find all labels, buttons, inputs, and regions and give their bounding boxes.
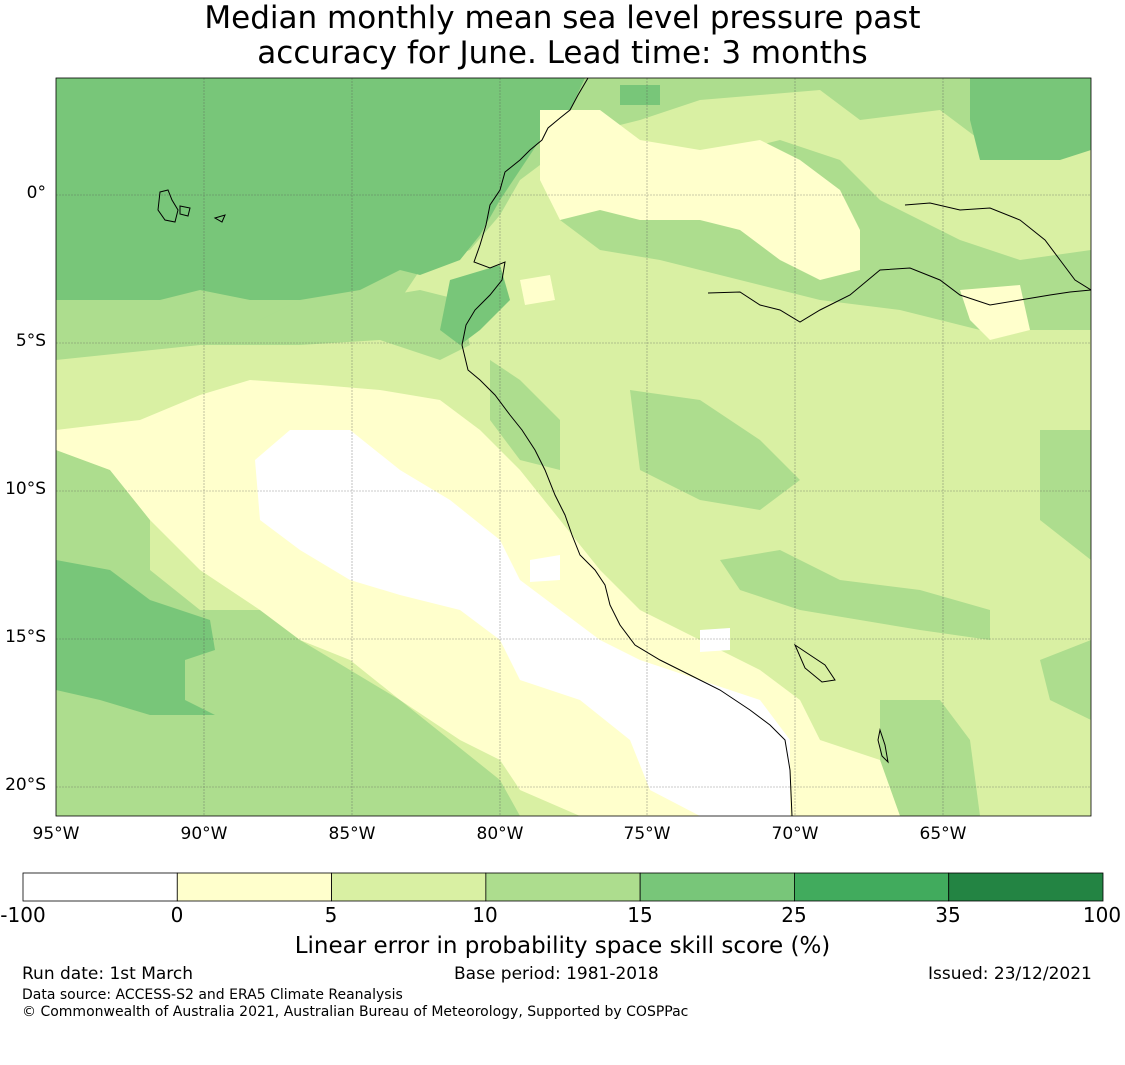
colorbar-swatch (331, 872, 487, 902)
colorbar-tick: 10 (472, 903, 498, 927)
lon-label-85w: 85°W (328, 824, 376, 844)
field-region-15-25-galapagos (56, 78, 585, 300)
lake-poopo (877, 728, 889, 764)
lat-label-20s: 20°S (5, 775, 46, 795)
base-period: Base period: 1981-2018 (454, 964, 659, 984)
copyright: © Commonwealth of Australia 2021, Austra… (22, 1004, 689, 1020)
island-galapagos-3 (213, 214, 226, 223)
colorbar-tick: 5 (324, 903, 338, 927)
skill-field (56, 78, 1091, 816)
field-region-0-5-river (960, 285, 1030, 340)
colorbar-swatch (176, 872, 332, 902)
colorbar-swatch (948, 872, 1104, 902)
river-amazon-north (904, 202, 1091, 291)
field-region-10-15-east (1040, 430, 1091, 560)
run-date: Run date: 1st March (22, 964, 194, 984)
island-galapagos-2 (179, 205, 191, 217)
chart-title-line-2: accuracy for June. Lead time: 3 months (257, 35, 868, 71)
field-region-15-25-patch (620, 85, 660, 105)
river-amazon-south (707, 267, 1091, 323)
field-region-10-15-southwest (56, 450, 520, 816)
lat-label-10s: 10°S (5, 479, 46, 499)
lat-label-0: 0° (26, 183, 46, 203)
field-region-15-25-gulf (440, 265, 510, 345)
field-region-10-15-shelf (490, 360, 560, 470)
colorbar-swatch (639, 872, 795, 902)
lon-label-80w: 80°W (476, 824, 524, 844)
map-frame (55, 77, 1092, 817)
lat-label-5s: 5°S (15, 331, 46, 351)
issued-date: Issued: 23/12/2021 (928, 964, 1092, 984)
field-region-10-15-altiplano (720, 550, 990, 640)
data-source: Data source: ACCESS-S2 and ERA5 Climate … (22, 987, 403, 1003)
colorbar-tick: 15 (627, 903, 653, 927)
chart-title-line-1: Median monthly mean sea level pressure p… (204, 0, 921, 36)
lake-titicaca (793, 643, 836, 683)
lon-label-90w: 90°W (180, 824, 228, 844)
colorbar-swatch (22, 872, 178, 902)
coastlines (157, 78, 1091, 816)
colorbar-tick: -100 (0, 903, 46, 927)
lon-label-75w: 75°W (623, 824, 671, 844)
graticule (56, 78, 1091, 816)
colorbar-swatch (794, 872, 950, 902)
lat-label-15s: 15°S (5, 627, 46, 647)
colorbar-swatch (485, 872, 641, 902)
lon-label-70w: 70°W (771, 824, 819, 844)
field-region-15-25-northeast (970, 78, 1091, 160)
field-region-10-15-coast (56, 290, 470, 360)
field-region-15-25-southwest (56, 560, 215, 715)
island-galapagos-1 (157, 189, 179, 223)
field-region-0-5-patch (520, 275, 555, 305)
colorbar-tick: 0 (170, 903, 184, 927)
field-region-below-0 (255, 430, 790, 816)
colorbar-label: Linear error in probability space skill … (294, 933, 831, 959)
lon-label-65w: 65°W (919, 824, 967, 844)
colorbar-tick: 35 (935, 903, 961, 927)
colorbar (22, 872, 1104, 902)
coastline-south-america (461, 78, 793, 816)
field-region-below-0-patch (530, 555, 560, 582)
colorbar-tick: 25 (781, 903, 807, 927)
field-region-10-15-edge (1040, 640, 1091, 720)
field-region-below-0-patch-2 (700, 628, 730, 652)
field-region-10-15-andes (630, 390, 800, 510)
lon-label-95w: 95°W (32, 824, 80, 844)
colorbar-tick: 100 (1082, 903, 1122, 927)
